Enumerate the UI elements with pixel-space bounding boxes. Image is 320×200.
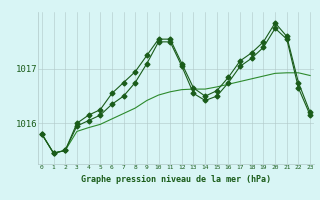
- X-axis label: Graphe pression niveau de la mer (hPa): Graphe pression niveau de la mer (hPa): [81, 175, 271, 184]
